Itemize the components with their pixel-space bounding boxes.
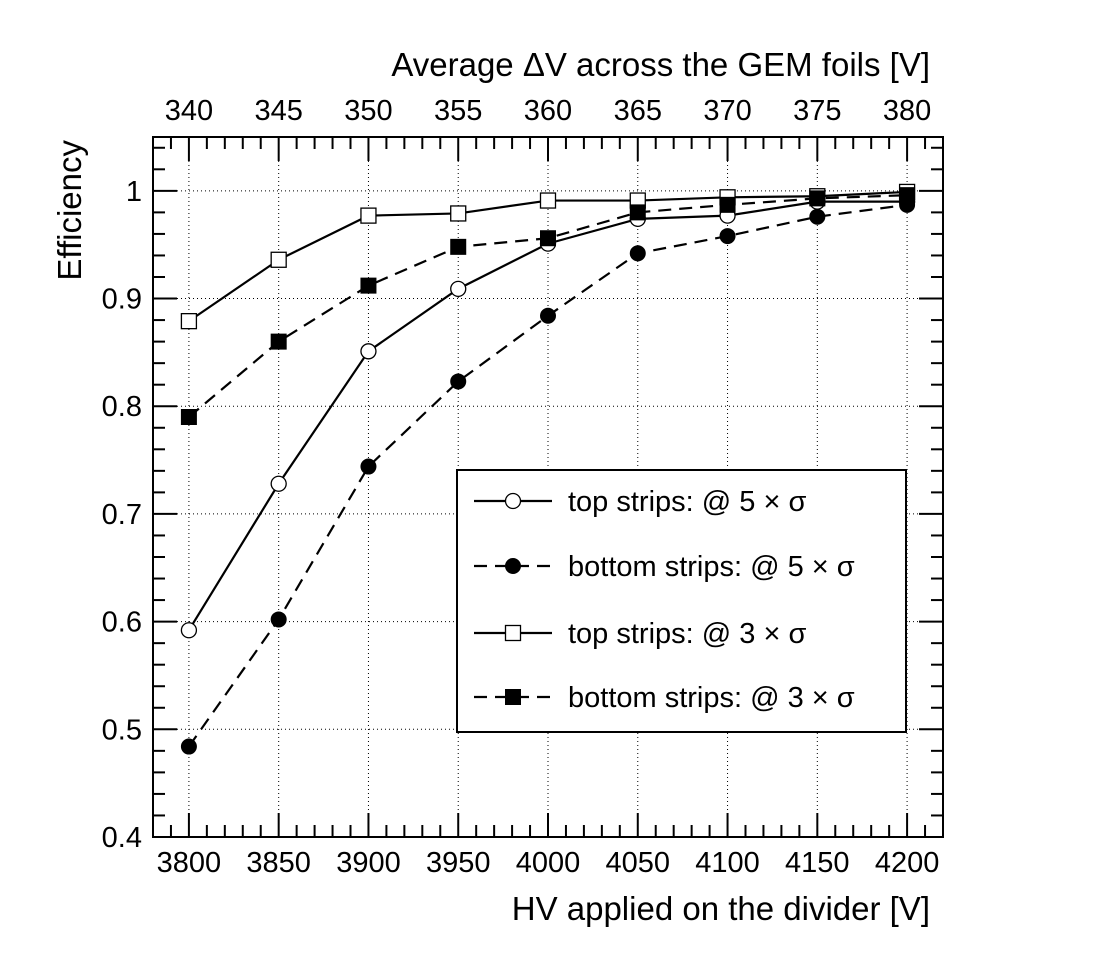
x-tick-label-0: 3800: [157, 847, 222, 879]
series-3-line: [188, 194, 908, 418]
series-0-point-1: [270, 475, 287, 492]
top-axis-title: Average ΔV across the GEM foils [V]: [391, 46, 930, 83]
top-tick-label-6: 370: [703, 95, 751, 127]
top-tick-label-3: 355: [434, 95, 482, 127]
legend-label-0: top strips: @ 5 × σ: [568, 486, 806, 518]
series-layer: [180, 183, 916, 755]
top-tick-label-2: 350: [344, 95, 392, 127]
x-tick-label-3: 3950: [426, 847, 491, 879]
top-tick-label-7: 375: [793, 95, 841, 127]
series-0-point-0: [180, 622, 198, 639]
x-tick-label-2: 3900: [336, 847, 401, 879]
legend-box: [456, 469, 907, 733]
top-tick-label-4: 360: [524, 95, 572, 127]
legend-marker-2: [504, 624, 522, 642]
series-2: [180, 183, 916, 330]
y-tick-label-6: 1: [126, 176, 142, 208]
series-2-point-1: [270, 251, 287, 268]
series-0-point-2: [360, 343, 377, 360]
x-tick-label-5: 4050: [606, 847, 671, 879]
y-tick-label-5: 0.9: [102, 284, 142, 316]
series-3-point-8: [899, 187, 916, 204]
series-1-point-0: [180, 738, 197, 755]
x-tick-label-6: 4100: [695, 847, 760, 879]
legend-label-2: top strips: @ 3 × σ: [568, 618, 806, 650]
top-tick-label-1: 345: [254, 95, 302, 127]
x-tick-label-8: 4200: [875, 847, 940, 879]
series-0-point-3: [450, 280, 467, 297]
series-3-point-1: [270, 333, 287, 350]
series-2-point-3: [450, 205, 467, 222]
legend-marker-0: [504, 492, 522, 510]
legend-marker-1: [505, 558, 521, 574]
axes-layer: 3800 3850 3900 3950 4000 4050 4100 4150 4200 340 3…: [102, 95, 944, 879]
series-2-point-2: [360, 207, 377, 224]
series-3-point-4: [540, 230, 556, 247]
x-tick-label-7: 4150: [785, 847, 850, 879]
series-1-point-3: [450, 373, 467, 390]
series-2-point-0: [180, 313, 198, 330]
series-1-point-7: [809, 208, 826, 225]
y-tick-label-2: 0.6: [102, 607, 142, 639]
y-tick-label-4: 0.8: [102, 391, 142, 423]
legend: top strips: @ 5 × σ bottom strips: @ 5 × …: [456, 469, 907, 733]
series-1-point-5: [629, 245, 646, 262]
series-3: [180, 187, 916, 425]
series-3-point-0: [180, 409, 197, 425]
y-axis-title: Efficiency: [51, 140, 88, 281]
x-tick-label-1: 3850: [246, 847, 311, 879]
y-tick-label-0: 0.4: [102, 822, 142, 854]
series-1-point-2: [360, 458, 377, 475]
series-3-point-6: [719, 196, 736, 213]
x-tick-label-4: 4000: [516, 847, 581, 879]
series-3-point-5: [629, 204, 646, 221]
top-tick-label-5: 365: [614, 95, 662, 127]
y-tick-label-3: 0.7: [102, 499, 142, 531]
top-tick-label-0: 340: [165, 95, 213, 127]
series-1-point-4: [540, 307, 556, 324]
x-axis-title: HV applied on the divider [V]: [512, 890, 930, 927]
legend-label-1: bottom strips: @ 5 × σ: [568, 551, 855, 583]
series-3-point-7: [809, 190, 826, 207]
series-3-point-2: [360, 277, 377, 294]
legend-marker-3: [505, 689, 521, 705]
y-tick-label-1: 0.5: [102, 714, 142, 746]
series-1-point-1: [270, 611, 287, 628]
series-3-point-3: [450, 238, 467, 255]
legend-label-3: bottom strips: @ 3 × σ: [568, 682, 855, 714]
series-2-point-4: [539, 192, 557, 209]
top-tick-label-8: 380: [883, 95, 931, 127]
series-1-point-6: [719, 228, 736, 245]
